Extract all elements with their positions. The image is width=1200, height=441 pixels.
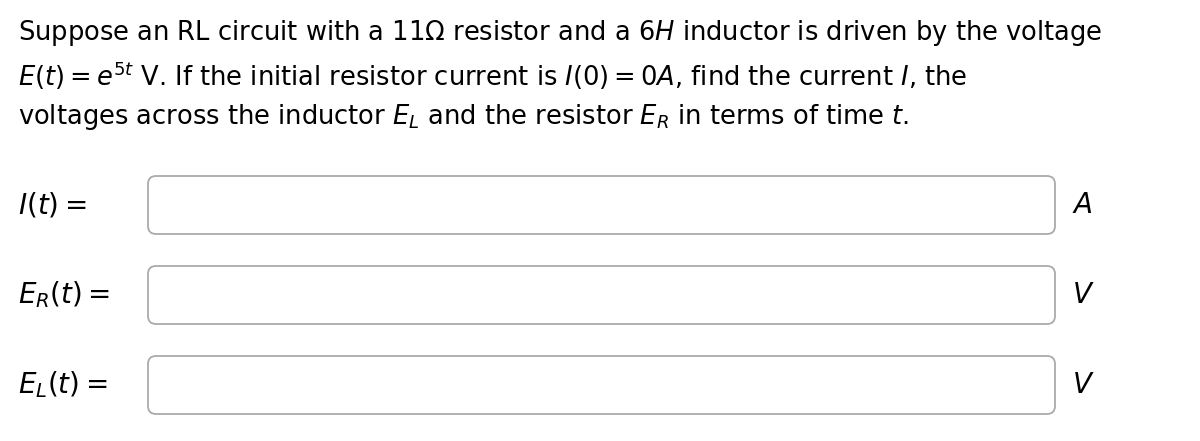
Text: $E_R(t) =$: $E_R(t) =$ [18,280,110,310]
Text: voltages across the inductor $E_L$ and the resistor $E_R$ in terms of time $t$.: voltages across the inductor $E_L$ and t… [18,102,910,132]
Text: $V$: $V$ [1072,371,1094,399]
FancyBboxPatch shape [148,266,1055,324]
Text: $V$: $V$ [1072,281,1094,309]
Text: $E(t) = e^{5t}$ V. If the initial resistor current is $I(0) = 0A$, find the curr: $E(t) = e^{5t}$ V. If the initial resist… [18,60,967,93]
Text: $I(t) =$: $I(t) =$ [18,191,86,220]
Text: Suppose an RL circuit with a 11$\Omega$ resistor and a $6H$ inductor is driven b: Suppose an RL circuit with a 11$\Omega$ … [18,18,1103,48]
Text: $A$: $A$ [1072,191,1092,219]
Text: $E_L(t) =$: $E_L(t) =$ [18,370,108,400]
FancyBboxPatch shape [148,176,1055,234]
FancyBboxPatch shape [148,356,1055,414]
